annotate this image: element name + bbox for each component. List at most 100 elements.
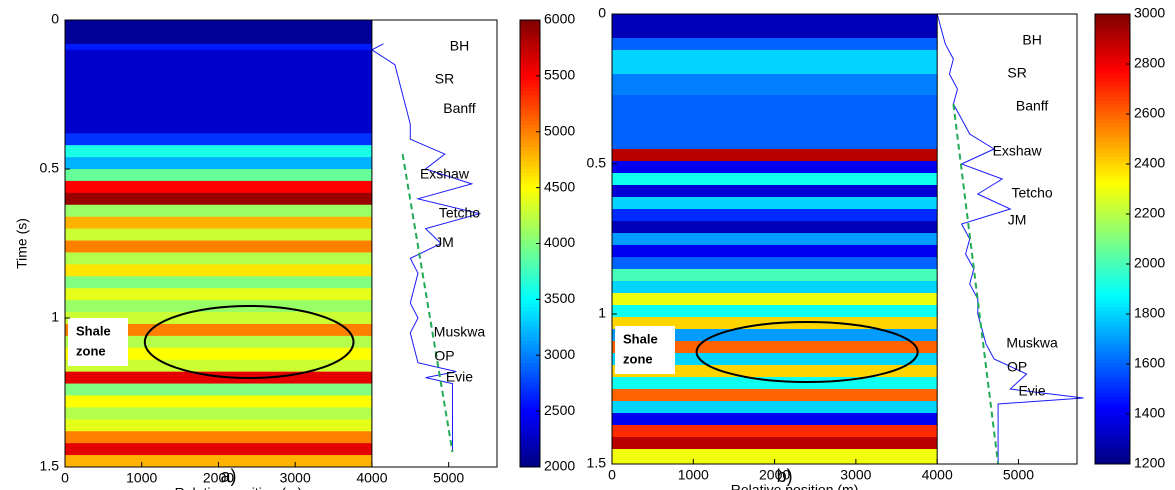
y-tick-label: 1: [598, 305, 606, 321]
colorbar-cell: [1095, 306, 1130, 311]
velocity-band: [612, 329, 938, 342]
velocity-band: [612, 353, 938, 366]
colorbar-tick-label: 1400: [1134, 405, 1165, 421]
velocity-band: [65, 145, 372, 158]
colorbar-cell: [1095, 186, 1130, 191]
colorbar-cell: [1095, 190, 1130, 195]
formation-label: BH: [450, 38, 469, 54]
colorbar-cell: [1095, 317, 1130, 322]
y-tick-label: 0: [51, 11, 59, 27]
colorbar-cell: [520, 105, 540, 110]
colorbar-cell: [520, 38, 540, 43]
colorbar-cell: [1095, 137, 1130, 142]
colorbar-cell: [520, 90, 540, 95]
colorbar-cell: [520, 265, 540, 270]
colorbar-cell: [1095, 321, 1130, 326]
colorbar-cell: [1095, 291, 1130, 296]
plot-frame: [611, 13, 1078, 465]
colorbar-cell: [520, 83, 540, 88]
colorbar-tick-label: 5000: [544, 122, 575, 138]
colorbar-cell: [520, 87, 540, 92]
colorbar-cell: [1095, 126, 1130, 131]
colorbar-cell: [1095, 452, 1130, 457]
colorbar-tick-label: 3000: [1134, 5, 1165, 21]
velocity-band: [65, 312, 372, 325]
colorbar-cell: [1095, 265, 1130, 270]
colorbar-cell: [520, 49, 540, 54]
velocity-band: [65, 419, 372, 432]
colorbar-cell: [1095, 130, 1130, 135]
colorbar-cell: [520, 340, 540, 345]
colorbar-cell: [1095, 362, 1130, 367]
x-tick-label: 5000: [433, 470, 464, 486]
colorbar-cell: [1095, 220, 1130, 225]
colorbar-cell: [520, 291, 540, 297]
formation-label: OP: [1007, 359, 1027, 375]
colorbar-cell: [1095, 212, 1130, 217]
colorbar-cell: [1095, 40, 1130, 45]
colorbar-cell: [1095, 182, 1130, 187]
colorbar-cell: [1095, 59, 1130, 64]
well-log: [936, 13, 1084, 464]
colorbar-cell: [520, 355, 540, 360]
velocity-band: [612, 233, 938, 246]
shale-ellipse: [695, 321, 919, 383]
colorbar-tick-label: 2500: [544, 402, 575, 418]
x-tick-label: 1000: [126, 470, 157, 486]
velocity-band: [65, 264, 372, 277]
colorbar-cell: [520, 295, 540, 300]
colorbar-cell: [520, 142, 540, 148]
colorbar-cell: [1095, 370, 1130, 375]
colorbar-tick-label: 2000: [1134, 255, 1165, 271]
colorbar-cell: [1095, 62, 1130, 67]
velocity-band: [65, 43, 372, 51]
colorbar-cell: [520, 68, 540, 73]
colorbar-cell: [1095, 430, 1130, 435]
colorbar-tick-label: 4500: [544, 178, 575, 194]
colorbar-cell: [1095, 74, 1130, 79]
colorbar-tick-label: 2200: [1134, 205, 1165, 221]
velocity-band: [65, 252, 372, 265]
colorbar-cell: [1095, 145, 1130, 150]
formation-label: Exshaw: [420, 166, 470, 182]
y-tick-label: 0: [598, 5, 606, 21]
colorbar-cell: [1095, 325, 1130, 330]
colorbar-cell: [520, 344, 540, 349]
colorbar-cell: [520, 206, 540, 211]
colorbar-cell: [520, 191, 540, 196]
velocity-band: [612, 257, 938, 270]
velocity-band: [65, 371, 372, 384]
colorbar-cell: [520, 370, 540, 375]
colorbar-cell: [520, 195, 540, 200]
colorbar-cell: [520, 429, 540, 434]
colorbar-cell: [520, 20, 540, 25]
colorbar-cell: [520, 422, 540, 427]
colorbar-cell: [1095, 29, 1130, 34]
colorbar-tick-label: 5500: [544, 67, 575, 83]
colorbar-cell: [1095, 164, 1130, 169]
velocity-band: [612, 74, 938, 96]
colorbar-cell: [520, 224, 540, 229]
colorbar-cell: [520, 75, 540, 80]
colorbar-cell: [520, 325, 540, 330]
colorbar-cell: [1095, 156, 1130, 161]
colorbar-cell: [520, 366, 540, 371]
trend-line: [952, 103, 1000, 465]
colorbar-cell: [520, 459, 540, 464]
x-tick-label: 0: [61, 470, 69, 486]
y-tick-label: 0.5: [40, 160, 60, 176]
colorbar-cell: [1095, 449, 1130, 454]
colorbar-cell: [1095, 310, 1130, 315]
colorbar-cell: [1095, 396, 1130, 401]
colorbar-cell: [1095, 104, 1130, 109]
colorbar-cell: [1095, 340, 1130, 345]
velocity-band: [65, 407, 372, 420]
colorbar-cell: [1095, 201, 1130, 206]
colorbar-cell: [1095, 197, 1130, 202]
velocity-band: [612, 389, 938, 402]
colorbar-cell: [520, 299, 540, 304]
x-tick-label: 3000: [840, 467, 871, 483]
colorbar-cell: [520, 392, 540, 397]
velocity-band: [612, 305, 938, 318]
